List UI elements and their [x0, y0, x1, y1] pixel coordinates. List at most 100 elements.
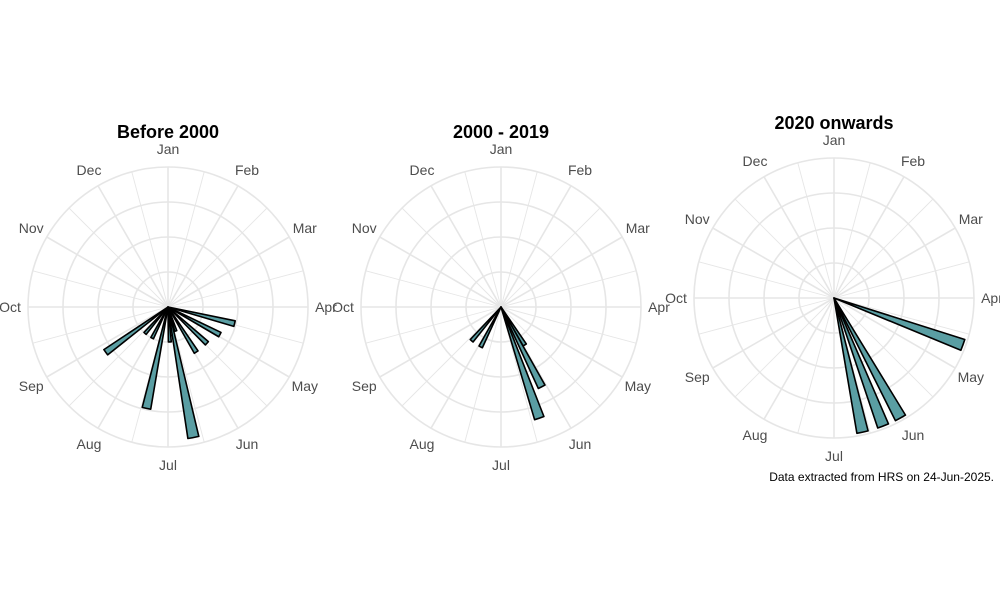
bar-jun-20 [167, 306, 200, 440]
chart-title: 2000 - 2019 [453, 122, 549, 142]
data-source-caption: Data extracted from HRS on 24-Jun-2025. [769, 470, 994, 484]
bar-may-29 [167, 306, 199, 355]
grid-spoke-minor [833, 297, 934, 398]
month-label-feb: Feb [901, 153, 925, 169]
grid-spoke-minor [464, 171, 502, 308]
month-label-apr: Apr [315, 299, 337, 315]
grid-spoke-major [712, 227, 835, 299]
grid-spoke-major [46, 306, 169, 378]
grid-spoke-major [833, 176, 905, 299]
grid-spoke-minor [833, 162, 871, 299]
month-label-jan: Jan [157, 141, 180, 157]
polar-chart-2: Jan Feb Mar Apr May Jun Jul Aug Sep Oct Nov Dec 2000… [332, 122, 670, 473]
month-label-jul: Jul [492, 457, 510, 473]
grid-spoke-major [97, 185, 169, 308]
grid-spoke-major [833, 227, 956, 299]
month-label-may: May [625, 378, 651, 394]
month-label-dec: Dec [77, 162, 102, 178]
month-label-apr: Apr [648, 299, 670, 315]
grid-spoke-minor [401, 207, 502, 308]
month-label-jun: Jun [902, 427, 925, 443]
month-label-mar: Mar [626, 220, 650, 236]
grid-spoke-minor [500, 270, 637, 308]
grid-spoke-major [712, 297, 835, 369]
month-label-mar: Mar [959, 211, 983, 227]
month-label-sep: Sep [19, 378, 44, 394]
month-label-dec: Dec [743, 153, 768, 169]
bar-aug-12 [469, 306, 502, 343]
grid-spoke-major [46, 236, 169, 308]
grid-spoke-minor [797, 162, 835, 299]
chart-title: 2020 onwards [774, 113, 893, 133]
grid-spoke-minor [833, 198, 934, 299]
grid-spoke-minor [698, 261, 835, 299]
grid-spoke-major [167, 236, 290, 308]
grid-spoke-major [833, 297, 956, 369]
chart-title: Before 2000 [117, 122, 219, 142]
month-label-apr: Apr [981, 290, 1000, 306]
bar-aug-25 [103, 306, 169, 356]
month-label-may: May [958, 369, 984, 385]
month-label-oct: Oct [332, 299, 354, 315]
grid-spoke-minor [365, 306, 502, 344]
month-label-oct: Oct [0, 299, 21, 315]
bar-apr-15 [167, 306, 236, 328]
month-label-jan: Jan [823, 132, 846, 148]
month-label-aug: Aug [77, 436, 102, 452]
grid-spoke-minor [167, 171, 205, 308]
grid-spoke-major [167, 185, 239, 308]
month-label-aug: Aug [743, 427, 768, 443]
month-label-jun: Jun [569, 436, 592, 452]
grid-spoke-major [763, 297, 835, 420]
bar-jul-28 [150, 306, 169, 340]
month-label-nov: Nov [352, 220, 377, 236]
month-label-aug: Aug [410, 436, 435, 452]
grid-spoke-minor [131, 171, 169, 308]
grid-spoke-major [430, 185, 502, 308]
grid-spoke-minor [500, 306, 637, 344]
grid-spoke-minor [365, 270, 502, 308]
month-label-jun: Jun [236, 436, 259, 452]
grid-spoke-major [500, 236, 623, 308]
grid-spoke-minor [500, 306, 601, 407]
bar-jun-28 [167, 306, 173, 343]
month-label-jan: Jan [490, 141, 513, 157]
grid-spoke-minor [464, 306, 502, 443]
month-label-nov: Nov [685, 211, 710, 227]
grid-spoke-minor [68, 207, 169, 308]
grid-spoke-major [379, 306, 502, 378]
month-label-dec: Dec [410, 162, 435, 178]
bar-jun-4 [500, 306, 546, 390]
grid-spoke-minor [734, 198, 835, 299]
grid-spoke-minor [734, 297, 835, 398]
bar-apr-29 [167, 306, 222, 338]
month-label-sep: Sep [685, 369, 710, 385]
month-label-mar: Mar [293, 220, 317, 236]
bar-jul-28 [478, 306, 502, 349]
month-label-oct: Oct [665, 290, 687, 306]
grid-spoke-minor [500, 207, 601, 308]
grid-spoke-major [379, 236, 502, 308]
bar-jun-19 [833, 297, 869, 435]
grid-spoke-minor [797, 297, 835, 434]
month-label-feb: Feb [235, 162, 259, 178]
grid-spoke-minor [833, 261, 970, 299]
grid-spoke-major [500, 185, 572, 308]
polar-chart-1: Jan Feb Mar Apr May Jun Jul Aug Sep Oct Nov Dec Befo… [0, 122, 337, 473]
grid-spoke-major [500, 306, 623, 378]
month-label-nov: Nov [19, 220, 44, 236]
month-label-jul: Jul [159, 457, 177, 473]
grid-spoke-minor [698, 297, 835, 335]
bar-aug-12 [143, 306, 169, 336]
month-label-may: May [292, 378, 318, 394]
bar-jun-2 [833, 297, 907, 422]
bar-apr-21 [833, 297, 966, 352]
grid-spoke-major [763, 176, 835, 299]
polar-chart-3: Jan Feb Mar Apr May Jun Jul Aug Sep Oct Nov Dec 2020… [665, 113, 1000, 464]
month-label-feb: Feb [568, 162, 592, 178]
month-label-jul: Jul [825, 448, 843, 464]
bar-may-14 [167, 306, 210, 346]
grid-spoke-minor [32, 306, 169, 344]
month-label-sep: Sep [352, 378, 377, 394]
bar-jul-13 [141, 306, 169, 410]
